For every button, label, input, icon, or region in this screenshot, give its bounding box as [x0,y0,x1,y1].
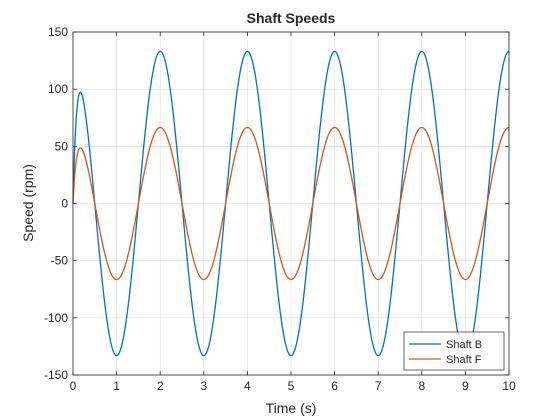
y-tick-label: -100 [44,311,68,325]
y-tick-label: 50 [55,139,69,153]
legend-box [403,331,505,371]
series-line [72,50,510,357]
chart-title: Shaft Speeds [247,10,336,26]
x-tick-label: 2 [157,379,164,393]
legend: Shaft B Shaft F [403,331,505,371]
y-tick-label: 100 [48,82,68,96]
legend-label: Shaft F [446,354,482,366]
x-tick-label: 0 [70,379,77,393]
x-tick-label: 1 [113,379,120,393]
y-tick-label: 0 [61,197,68,211]
y-tick-label: -150 [44,368,68,382]
x-tick-label: 8 [418,379,425,393]
x-tick-label: 10 [502,379,516,393]
y-tick-label: -50 [51,254,69,268]
series-layer [72,50,510,357]
legend-label: Shaft B [446,339,482,351]
x-tick-label: 6 [331,379,338,393]
x-tick-label: 4 [244,379,251,393]
x-tick-label: 7 [375,379,382,393]
x-tick-label: 5 [288,379,295,393]
x-tick-label: 9 [462,379,469,393]
y-axis-label: Speed (rpm) [20,164,36,242]
series-line [72,126,510,281]
x-tick-label: 3 [200,379,207,393]
x-axis-label: Time (s) [266,400,317,416]
ticks: 0 1 2 3 4 5 6 7 8 9 10 -150 -100 -50 0 50 100 150 [44,25,516,393]
y-tick-label: 150 [48,25,68,39]
